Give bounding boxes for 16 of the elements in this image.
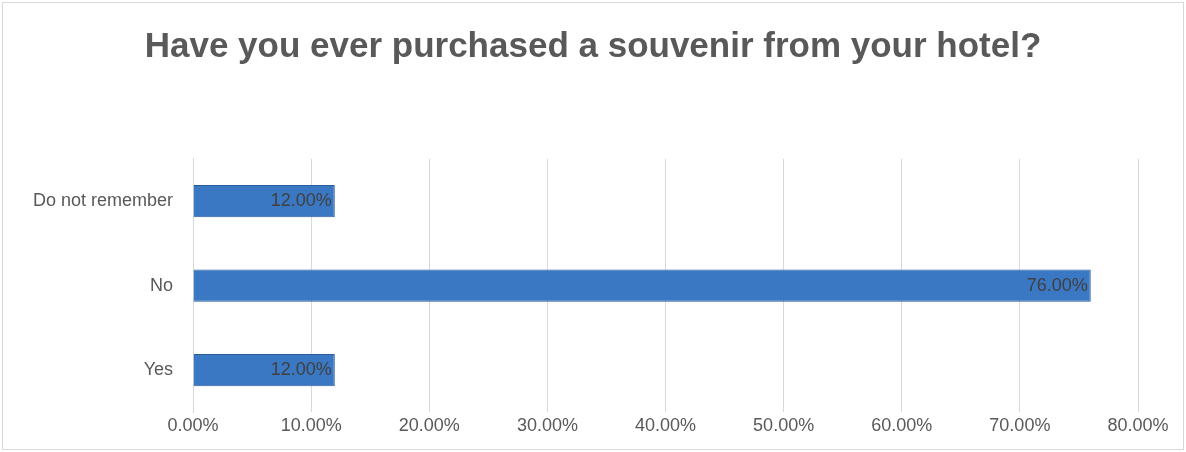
data-label: 12.00% bbox=[270, 190, 332, 211]
data-label: 12.00% bbox=[270, 359, 332, 380]
x-tick-label: 50.00% bbox=[753, 415, 815, 436]
x-tick-label: 80.00% bbox=[1107, 415, 1169, 436]
chart-title: Have you ever purchased a souvenir from your hotel? bbox=[143, 24, 1043, 66]
x-tick-label: 0.00% bbox=[167, 415, 219, 436]
x-tick-label: 70.00% bbox=[989, 415, 1051, 436]
x-tick-label: 60.00% bbox=[871, 415, 933, 436]
y-tick-label: Do not remember bbox=[32, 190, 174, 211]
x-tick-label: 10.00% bbox=[280, 415, 342, 436]
y-tick-label: No bbox=[150, 274, 174, 295]
data-label: 76.00% bbox=[1026, 274, 1088, 295]
x-tick-label: 40.00% bbox=[635, 415, 697, 436]
y-tick-label: Yes bbox=[143, 359, 174, 380]
x-tick-label: 20.00% bbox=[398, 415, 460, 436]
x-tick-label: 30.00% bbox=[516, 415, 578, 436]
